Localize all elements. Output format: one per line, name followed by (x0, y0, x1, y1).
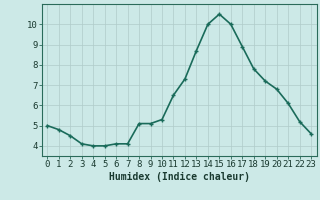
X-axis label: Humidex (Indice chaleur): Humidex (Indice chaleur) (109, 172, 250, 182)
